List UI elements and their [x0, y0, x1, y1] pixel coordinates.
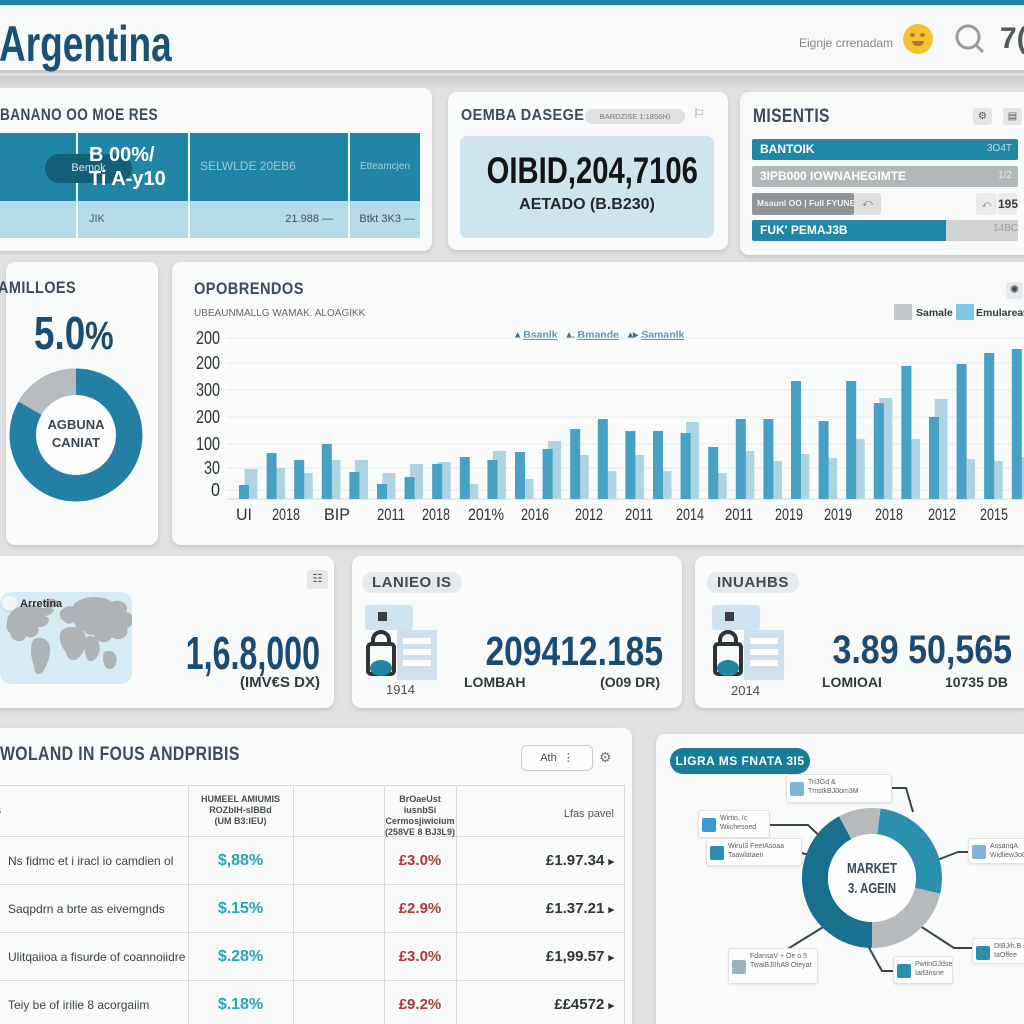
svg-text:UI: UI: [236, 505, 252, 524]
svg-text:2018: 2018: [875, 505, 903, 524]
svg-text:2016: 2016: [521, 505, 549, 524]
svg-text:2015: 2015: [980, 505, 1008, 524]
svg-text:CANIAT: CANIAT: [52, 435, 100, 450]
svg-text:200: 200: [196, 407, 220, 427]
svg-text:2011: 2011: [377, 505, 405, 524]
svg-text:MARKET: MARKET: [847, 860, 897, 877]
svg-text:2011: 2011: [625, 505, 653, 524]
svg-text:201%: 201%: [468, 505, 504, 524]
svg-text:AGBUNA: AGBUNA: [47, 417, 105, 432]
svg-text:2012: 2012: [575, 505, 603, 524]
svg-text:2019: 2019: [775, 505, 803, 524]
svg-text:300: 300: [196, 380, 220, 400]
svg-text:100: 100: [196, 434, 220, 454]
svg-text:BIP: BIP: [324, 505, 350, 524]
svg-text:30: 30: [204, 458, 220, 478]
svg-text:2018: 2018: [422, 505, 450, 524]
svg-text:2012: 2012: [928, 505, 956, 524]
svg-text:2018: 2018: [272, 505, 300, 524]
svg-text:200: 200: [196, 353, 220, 373]
svg-text:0: 0: [211, 480, 220, 500]
svg-text:2014: 2014: [676, 505, 704, 524]
svg-text:2011: 2011: [725, 505, 753, 524]
svg-text:3. AGEIN: 3. AGEIN: [848, 880, 896, 897]
svg-text:200: 200: [196, 328, 220, 348]
svg-text:2019: 2019: [824, 505, 852, 524]
